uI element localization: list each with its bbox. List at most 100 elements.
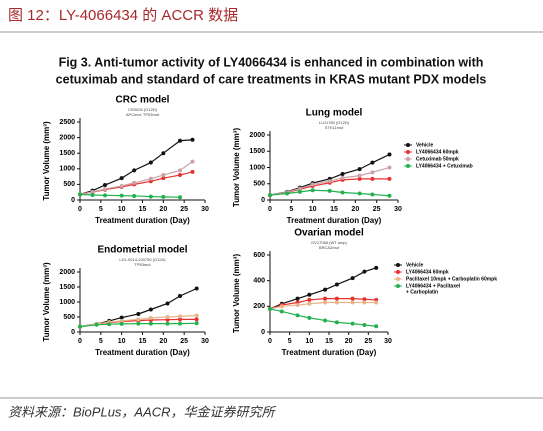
data-point	[165, 321, 170, 326]
data-point	[327, 188, 332, 193]
data-point	[161, 151, 166, 156]
y-axis-label: Tumor Volume (mm³)	[42, 262, 51, 342]
data-point	[374, 300, 379, 305]
data-point	[148, 160, 153, 165]
data-point	[370, 170, 375, 175]
x-tick-label: 5	[288, 338, 292, 345]
data-point	[295, 303, 300, 308]
y-tick-label: 1000	[249, 164, 265, 171]
y-tick-label: 0	[261, 329, 265, 336]
data-point	[103, 183, 107, 188]
figure-title: cetuximab and standard of care treatment…	[56, 72, 487, 86]
data-point	[323, 296, 328, 301]
data-point	[279, 304, 284, 309]
data-point	[132, 168, 137, 173]
source: 资料来源：BioPLus，AACR，华金证券研究所	[8, 404, 277, 419]
data-point	[148, 176, 153, 181]
legend-label: Vehicle	[406, 262, 423, 268]
data-point	[323, 318, 328, 323]
data-point	[190, 159, 195, 164]
data-point	[307, 292, 312, 297]
y-tick-label: 0	[71, 197, 75, 204]
data-point	[323, 300, 328, 305]
data-point	[340, 175, 345, 180]
x-tick-label: 10	[309, 206, 317, 213]
y-axis-label: Tumor Volume (mm³)	[232, 254, 241, 334]
y-tick-label: 2000	[59, 269, 75, 276]
x-tick-label: 30	[384, 338, 392, 345]
series-line	[79, 139, 193, 195]
data-point	[362, 300, 367, 305]
x-tick-label: 0	[78, 206, 82, 213]
data-point	[362, 269, 367, 274]
data-point	[132, 193, 137, 198]
data-point	[148, 315, 153, 320]
chart-subtitle: CR0026 (G12D)	[128, 107, 158, 112]
data-point	[161, 173, 166, 178]
data-point	[357, 191, 362, 196]
data-point	[268, 193, 272, 198]
y-tick-label: 1000	[59, 299, 75, 306]
x-tick-label: 25	[364, 338, 372, 345]
x-tick-label: 25	[180, 338, 188, 345]
data-point	[374, 265, 379, 270]
data-point	[340, 172, 345, 176]
data-point	[94, 322, 99, 327]
data-point	[357, 173, 362, 178]
data-point	[119, 193, 124, 198]
x-tick-label: 20	[159, 338, 167, 345]
data-point	[119, 176, 124, 181]
data-point	[194, 317, 199, 322]
y-tick-label: 2000	[59, 134, 75, 141]
data-point	[350, 321, 355, 326]
x-tick-label: 0	[268, 338, 272, 345]
chart-subtitle: OV17066 (WT amp)	[311, 240, 347, 245]
data-point	[387, 152, 392, 157]
data-point	[132, 180, 137, 185]
figure-title: Fig 3. Anti-tumor activity of LY4066434 …	[59, 55, 484, 69]
data-point	[370, 176, 375, 181]
y-axis-label: Tumor Volume (mm³)	[232, 128, 241, 208]
data-point	[119, 315, 124, 320]
data-point	[161, 176, 166, 181]
y-tick-label: 500	[63, 181, 75, 188]
chart-subtitle: LD1-0014-200750 (G12A)	[119, 257, 166, 262]
chart-subtitle: TP53mut	[134, 262, 151, 267]
data-point	[362, 322, 367, 327]
legend-label: LY4066434 + Cetuximab	[416, 163, 473, 169]
data-point	[190, 137, 195, 142]
x-tick-label: 5	[99, 338, 103, 345]
series-line	[269, 298, 377, 310]
data-point	[190, 169, 195, 174]
data-point	[107, 322, 112, 327]
chart-title: Endometrial model	[97, 245, 187, 256]
data-point	[327, 179, 332, 184]
data-point	[297, 189, 302, 194]
data-point	[194, 321, 199, 326]
data-point	[194, 313, 199, 318]
chart-title: Ovarian model	[294, 228, 364, 239]
data-point	[148, 321, 153, 326]
series-line	[79, 161, 193, 195]
x-tick-label: 20	[351, 206, 359, 213]
data-point	[103, 187, 107, 192]
data-point	[119, 318, 124, 323]
x-tick-label: 30	[201, 206, 209, 213]
data-point	[350, 296, 355, 301]
chart-subtitle: LU11780 (G12D)	[319, 120, 350, 125]
data-point	[178, 317, 182, 322]
y-tick-label: 2500	[59, 119, 75, 126]
x-tick-label: 30	[394, 206, 402, 213]
data-point	[310, 182, 315, 187]
data-point	[374, 324, 379, 329]
y-tick-label: 0	[71, 329, 75, 336]
legend-label: + Carboplatin	[406, 289, 438, 295]
data-point	[307, 297, 312, 302]
y-tick-label: 1000	[59, 166, 75, 173]
data-point	[350, 300, 355, 305]
data-point	[334, 296, 339, 301]
data-point	[119, 183, 124, 188]
data-point	[194, 286, 199, 291]
data-point	[387, 176, 392, 181]
legend-label: Cetuximab 50mpk	[416, 156, 459, 162]
